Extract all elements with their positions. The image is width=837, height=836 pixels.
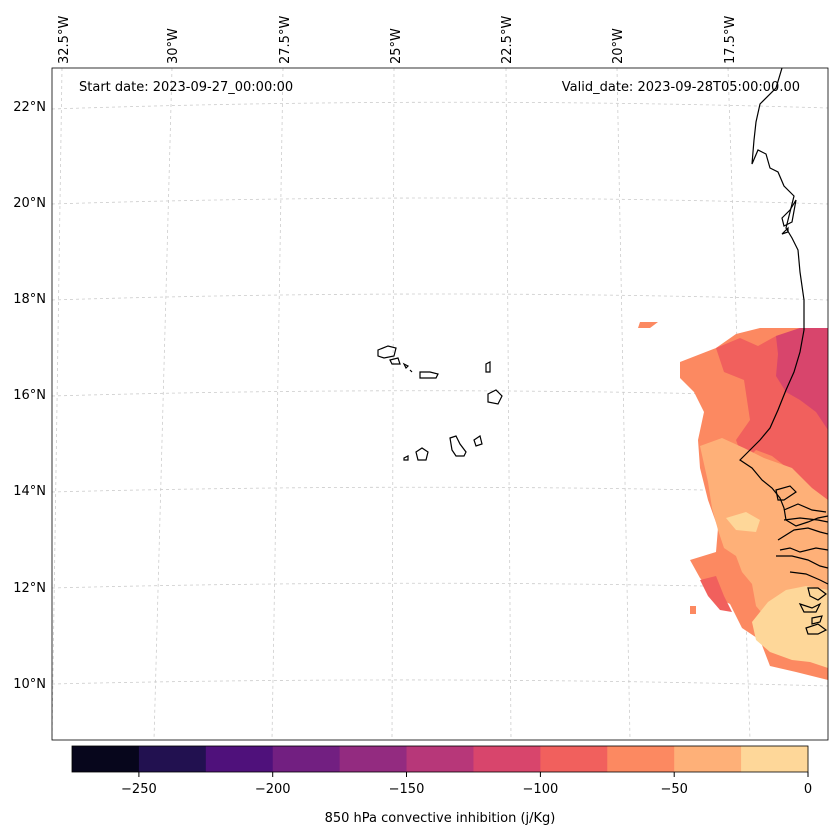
- gambia-river: [783, 503, 828, 523]
- lat-label: 12°N: [13, 581, 46, 596]
- longitude-labels: 32.5°W 30°W 27.5°W 25°W 22.5°W 20°W 17.5…: [57, 16, 738, 64]
- lon-label: 22.5°W: [500, 16, 515, 64]
- africa-coastline: [739, 68, 828, 527]
- meridian-25w: [391, 68, 395, 740]
- parallel-12n: [52, 582, 828, 590]
- colorbar-segment: [607, 746, 675, 772]
- island-santiago: [449, 435, 467, 457]
- lat-label: 14°N: [13, 484, 46, 499]
- contour-fill-50-25: [700, 438, 828, 620]
- colorbar-tick: 0: [804, 772, 812, 797]
- lon-label: 27.5°W: [278, 16, 293, 64]
- lat-label: 18°N: [13, 292, 46, 307]
- island-sao-vicente: [389, 357, 401, 365]
- meridian-20w: [616, 68, 631, 740]
- lon-label: 25°W: [389, 28, 404, 64]
- island-fogo: [415, 447, 429, 461]
- colorbar-tick: −50: [660, 772, 688, 797]
- colorbar-tick: −250: [121, 772, 157, 797]
- gridlines: [52, 68, 828, 740]
- colorbar-segment: [138, 746, 207, 772]
- colorbar-tick-label: 0: [804, 782, 812, 797]
- latitude-labels: 22°N 20°N 18°N 16°N 14°N 12°N 10°N: [13, 100, 46, 692]
- colorbar-tick: −150: [389, 772, 425, 797]
- colorbar-tick: −100: [523, 772, 559, 797]
- colorbar-segment: [72, 746, 140, 772]
- colorbar: [72, 746, 809, 772]
- colorbar-tick-label: −200: [255, 782, 291, 797]
- parallel-18n: [52, 293, 828, 301]
- valid-date-label: Valid_date: 2023-09-28T05:00:00.00: [562, 80, 800, 95]
- colorbar-tick: −200: [255, 772, 291, 797]
- colorbar-segment: [741, 746, 809, 772]
- meridian-22-5w: [505, 68, 512, 740]
- colorbar-segment: [473, 746, 541, 772]
- parallel-10n: [52, 679, 828, 687]
- meridian-32-5w: [52, 68, 63, 740]
- island-sao-nicolau: [419, 371, 439, 379]
- lon-label: 17.5°W: [723, 16, 738, 64]
- colorbar-segment: [674, 746, 742, 772]
- island-brava: [403, 455, 409, 461]
- colorbar-tick-label: −50: [660, 782, 687, 797]
- island-santa-luzia: [402, 362, 410, 370]
- colorbar-segment: [406, 746, 474, 772]
- gambia-estuary: [775, 485, 797, 501]
- colorbar-tick-label: −100: [523, 782, 559, 797]
- islet-raso: [409, 369, 413, 373]
- lat-label: 16°N: [13, 388, 46, 403]
- parallel-14n: [52, 486, 828, 494]
- guinea-bissau-coast: [776, 555, 828, 585]
- casamance-coast: [777, 527, 828, 553]
- meridian-30w: [153, 68, 173, 740]
- lon-label: 32.5°W: [57, 16, 72, 64]
- lat-label: 22°N: [13, 100, 46, 115]
- island-maio: [473, 435, 483, 447]
- lon-label: 30°W: [166, 28, 181, 64]
- lat-label: 10°N: [13, 677, 46, 692]
- colorbar-segment: [205, 746, 274, 772]
- cin-contours: [638, 322, 828, 680]
- colorbar-ticks: −250 −200 −150 −100 −50 0: [121, 772, 812, 797]
- cape-verde-islands: [377, 345, 503, 461]
- contour-fill-100-75: [700, 328, 828, 612]
- meridian-27-5w: [271, 68, 284, 740]
- bijagos-islands: [798, 587, 828, 635]
- start-date-label: Start date: 2023-09-27_00:00:00: [79, 80, 293, 95]
- island-sal: [485, 361, 491, 373]
- island-santo-antao: [377, 345, 397, 359]
- map-border: [51, 67, 829, 741]
- colorbar-segment: [540, 746, 608, 772]
- parallel-16n: [52, 390, 828, 398]
- map-frame: [52, 68, 828, 740]
- colorbar-border: [71, 745, 809, 773]
- island-boa-vista: [487, 389, 503, 405]
- lat-label: 20°N: [13, 196, 46, 211]
- colorbar-tick-label: −250: [121, 782, 157, 797]
- colorbar-title: 850 hPa convective inhibition (j/Kg): [325, 811, 556, 826]
- parallel-20n: [52, 197, 828, 205]
- colorbar-segment: [272, 746, 341, 772]
- coastlines: [739, 68, 828, 635]
- lon-label: 20°W: [611, 28, 626, 64]
- contour-fill-25-0: [726, 512, 828, 668]
- colorbar-tick-label: −150: [389, 782, 425, 797]
- colorbar-segment: [339, 746, 408, 772]
- contour-fill-125-100: [776, 328, 828, 430]
- coastal-islets-mauritania: [781, 199, 797, 235]
- parallel-22n: [52, 101, 828, 110]
